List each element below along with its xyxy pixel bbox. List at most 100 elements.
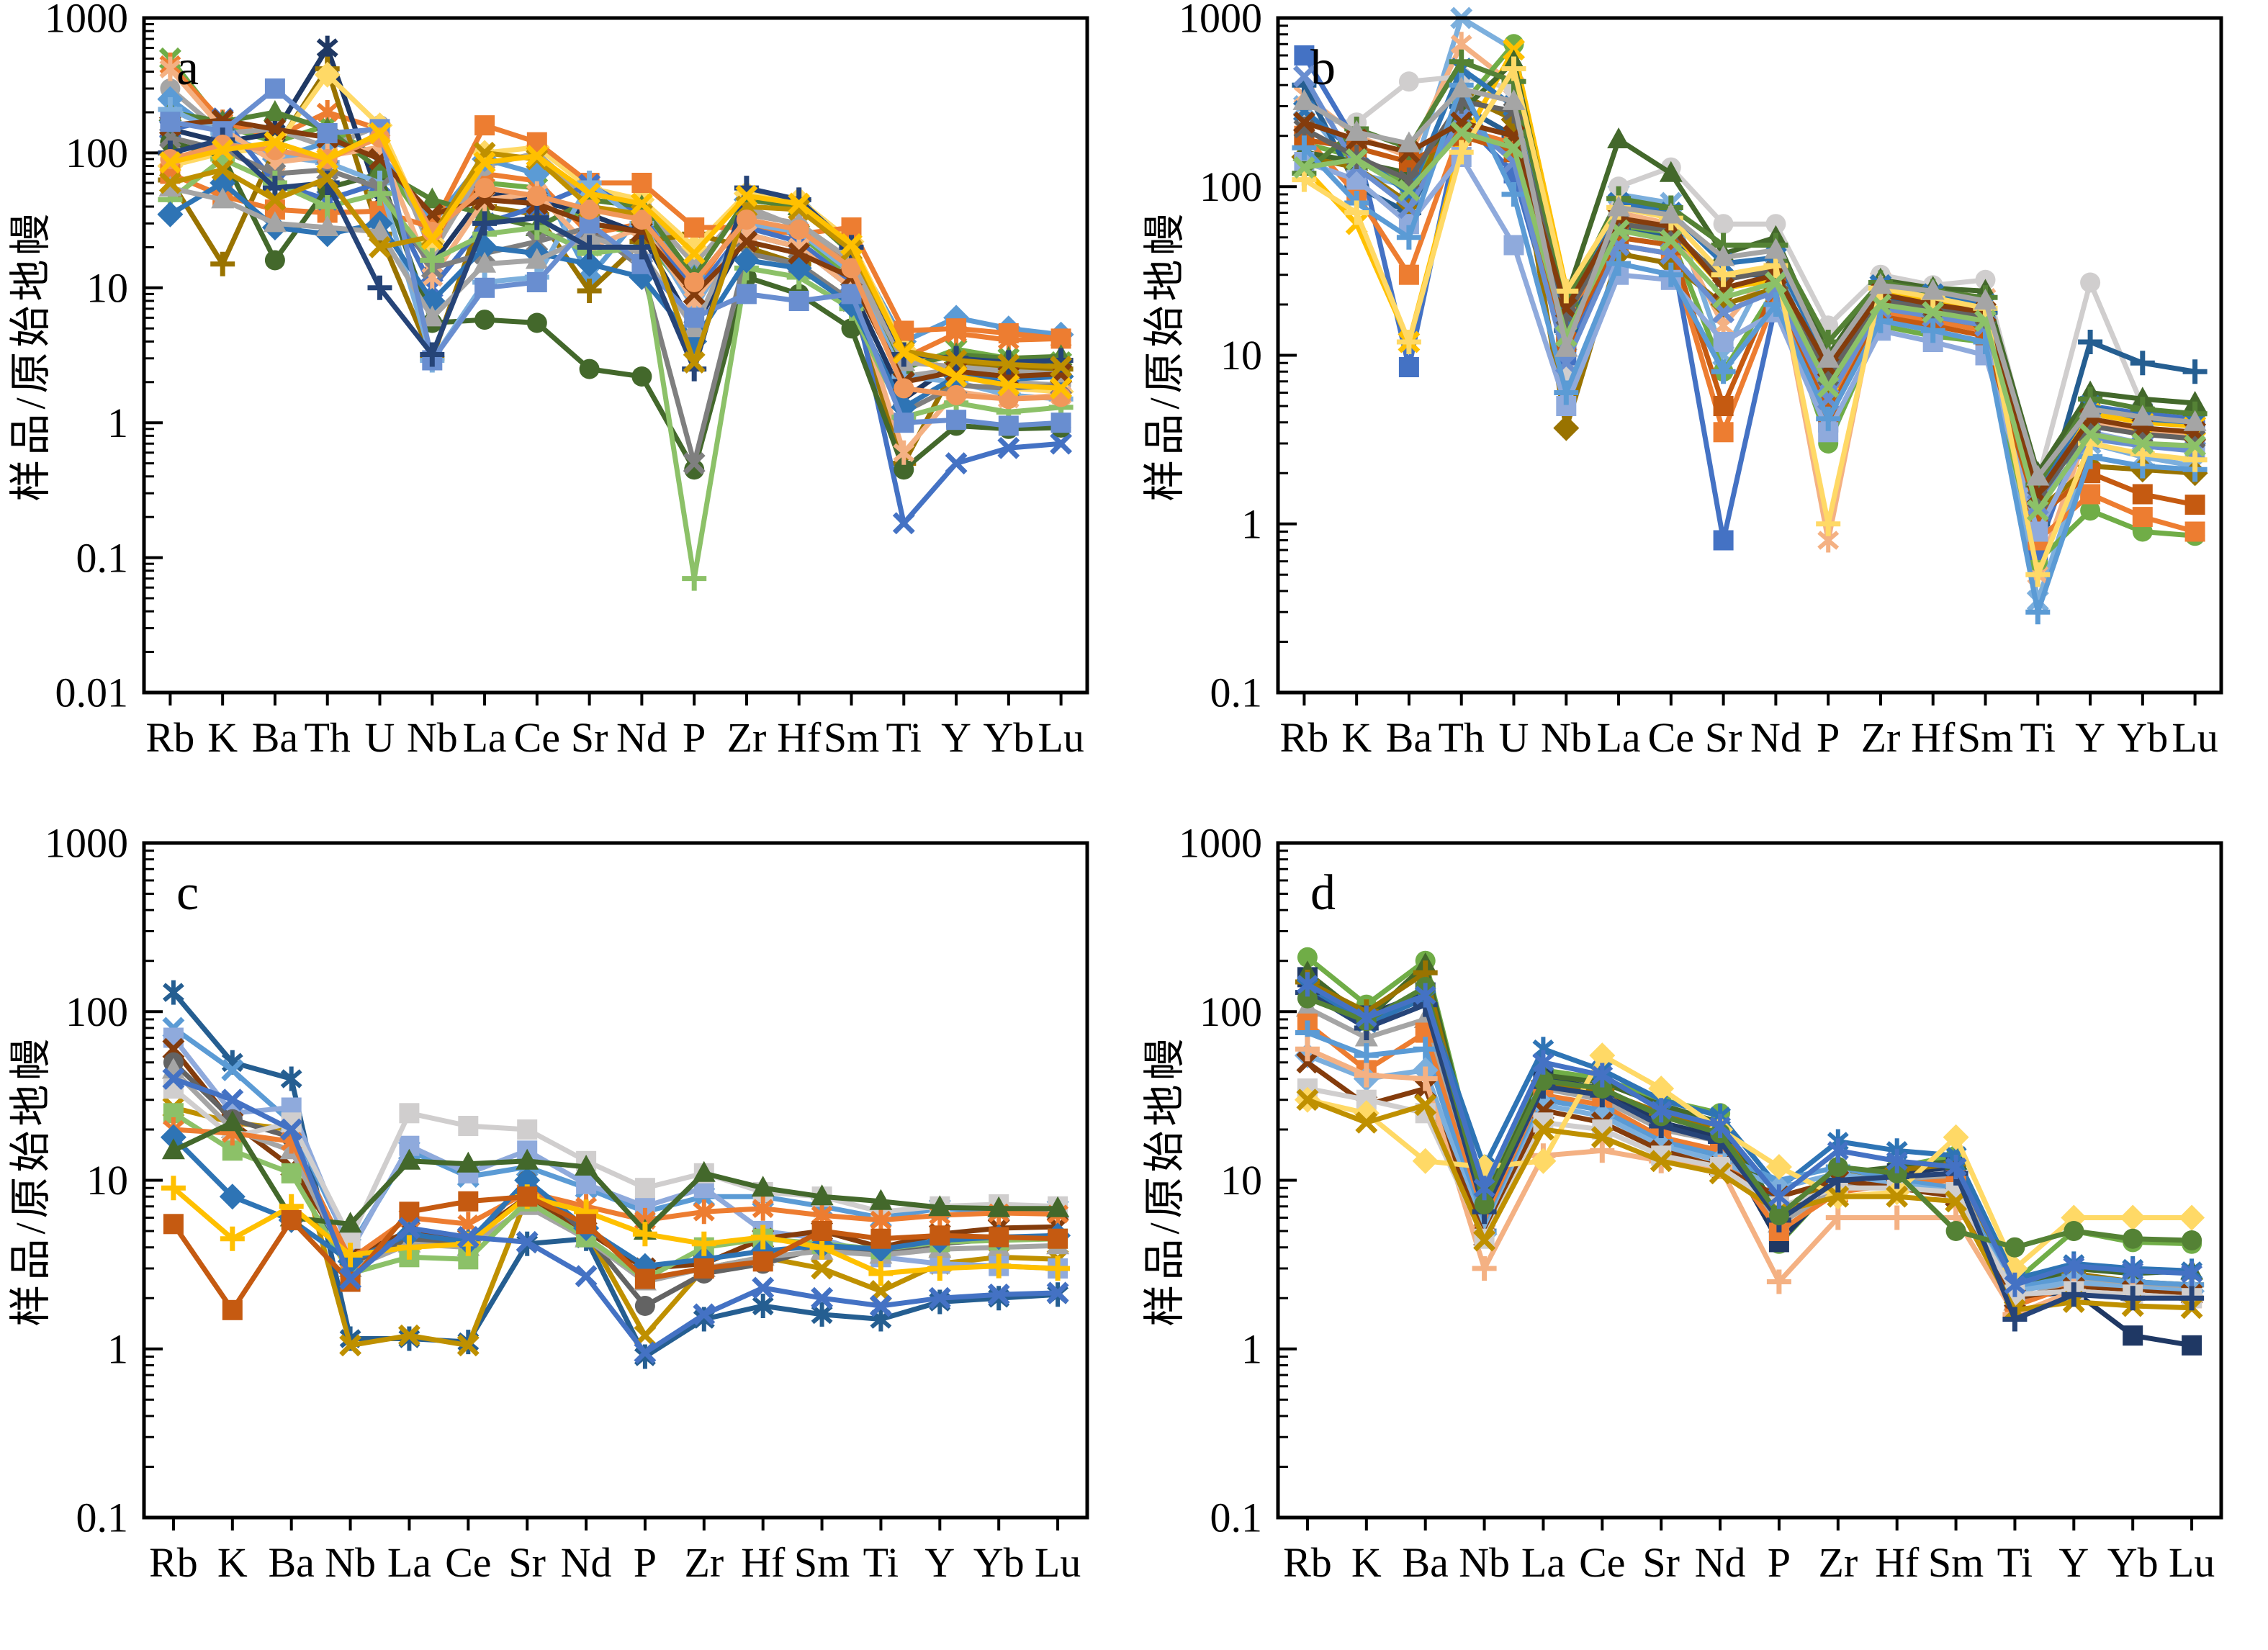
series-marker (1827, 1157, 1848, 1177)
series-marker (1050, 412, 1071, 433)
series-marker (997, 374, 1020, 397)
series-marker (316, 35, 338, 60)
series-marker (634, 1178, 655, 1199)
series-marker (517, 1186, 538, 1207)
series-marker (1921, 279, 1945, 300)
series-marker (1292, 111, 1315, 134)
x-tick-label: La (1521, 1539, 1565, 1586)
series-marker (2002, 1255, 2028, 1281)
series-marker (684, 272, 705, 292)
series-marker (1713, 422, 1734, 443)
series-line (171, 1135, 1061, 1269)
series-marker (281, 1163, 302, 1184)
series-line (1301, 154, 2198, 534)
y-tick-label: 1 (107, 1325, 128, 1372)
series-marker (893, 440, 915, 465)
series-marker (1554, 335, 1578, 357)
spider-plot-a: 样品/原始地幔 1000 100 10 1 0.1 0.01 Rb K Ba Th U Nb La Ce Sr… (7, 0, 1089, 761)
series-marker (1816, 511, 1841, 536)
series-marker (1886, 1185, 1909, 1208)
series-marker (788, 242, 811, 265)
series-line (171, 1194, 1061, 1313)
series-marker (517, 1119, 538, 1140)
series-marker (264, 131, 287, 154)
y-tick-label: 100 (1200, 163, 1262, 210)
series-marker (1296, 972, 1318, 997)
series-marker (684, 217, 705, 238)
series-marker (2183, 391, 2207, 412)
panel-b: 样品/原始地幔 1000 100 10 1 0.1 Rb K Ba Th U Nb La Ce Sr Nd P Z… (1134, 0, 2268, 825)
series-marker (526, 272, 547, 292)
series-marker (629, 235, 654, 260)
series-marker (524, 205, 549, 230)
series-marker (1045, 1256, 1071, 1281)
x-tick-label: Ti (863, 1539, 899, 1586)
series-marker (2179, 1204, 2205, 1231)
series-marker (2061, 1282, 2087, 1307)
series-marker (945, 365, 968, 388)
series-marker (157, 201, 184, 227)
series-marker (1292, 167, 1317, 192)
series-marker (1592, 1078, 1613, 1099)
x-tick-label: Y (2075, 714, 2105, 761)
series-marker (1396, 330, 1421, 354)
series-marker (280, 1066, 302, 1091)
x-tick-label: Sr (1705, 714, 1742, 761)
series-marker (1501, 182, 1526, 207)
y-tick-label: 1 (107, 400, 128, 446)
series-marker (840, 233, 863, 256)
series-marker (788, 192, 811, 215)
panel-letter: a (176, 40, 199, 96)
series-marker (892, 512, 915, 535)
series-marker (367, 181, 392, 206)
series-marker (693, 1303, 716, 1326)
series-marker (736, 209, 757, 230)
y-tick-label: 10 (1220, 332, 1262, 379)
series-marker (2078, 330, 2103, 354)
x-tick-label: Ba (268, 1539, 314, 1586)
series-marker (2079, 397, 2102, 418)
series-marker (221, 1088, 244, 1112)
y-tick-label: 1 (1241, 1325, 1262, 1372)
series-marker (264, 78, 285, 99)
series-marker (264, 250, 285, 271)
series-marker (1554, 279, 1579, 304)
series-line (1305, 1030, 2195, 1291)
y-axis-title: 样品/原始地幔 (7, 209, 54, 501)
series-marker (315, 194, 340, 219)
x-tick-label: Y (941, 714, 971, 761)
series-marker (1355, 1111, 1378, 1134)
series-marker (367, 275, 392, 300)
plot-border (142, 16, 1089, 695)
series-marker (1884, 1205, 1909, 1230)
series-marker (1943, 1124, 1969, 1150)
series-marker (576, 1214, 597, 1235)
y-tick-label: 1000 (1179, 0, 1262, 42)
series-line (1301, 66, 2198, 577)
series-marker (1922, 301, 1945, 324)
x-tick-label: Hf (777, 714, 822, 761)
series-marker (841, 258, 862, 279)
series-marker (1945, 1221, 1966, 1241)
series-marker (317, 123, 338, 143)
series-marker (2132, 507, 2153, 528)
series-marker (1591, 1063, 1614, 1088)
x-tick-label: Sm (824, 714, 879, 761)
series-marker (1711, 262, 1736, 287)
series-marker (579, 199, 600, 220)
series-marker (162, 980, 184, 1005)
series-marker (998, 415, 1019, 436)
series-marker (2004, 1237, 2025, 1258)
series-marker (1503, 34, 1524, 55)
series-marker (634, 1296, 655, 1316)
series-marker (1660, 229, 1683, 252)
series-marker (1817, 375, 1840, 398)
series-marker (474, 277, 495, 298)
x-tick-label: Ba (1402, 1539, 1448, 1586)
x-tick-label: Nb (325, 1539, 376, 1586)
series-marker (577, 235, 602, 260)
x-tick-label: Zr (727, 714, 767, 761)
series-marker (316, 148, 339, 171)
series-marker (2182, 447, 2208, 472)
